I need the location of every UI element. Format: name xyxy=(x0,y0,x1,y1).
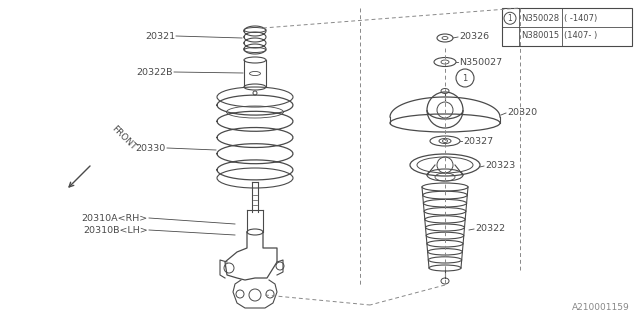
Text: 1: 1 xyxy=(508,14,513,23)
Text: 20327: 20327 xyxy=(463,137,493,146)
Text: 1: 1 xyxy=(462,74,468,83)
Text: A210001159: A210001159 xyxy=(572,303,630,312)
Text: 20330: 20330 xyxy=(136,143,166,153)
Text: N350028: N350028 xyxy=(521,14,559,23)
Text: N350027: N350027 xyxy=(459,58,502,67)
Text: 20326: 20326 xyxy=(459,31,489,41)
Text: 20320: 20320 xyxy=(507,108,537,116)
Bar xyxy=(502,8,632,46)
Text: 20322B: 20322B xyxy=(136,68,173,76)
Text: FRONT: FRONT xyxy=(110,124,138,152)
Text: 20323: 20323 xyxy=(485,161,515,170)
Text: 20322: 20322 xyxy=(475,223,505,233)
Text: 20321: 20321 xyxy=(145,31,175,41)
Text: N380015: N380015 xyxy=(521,31,559,40)
Text: ( -1407): ( -1407) xyxy=(564,14,597,23)
Text: (1407- ): (1407- ) xyxy=(564,31,597,40)
Text: 20310B<LH>: 20310B<LH> xyxy=(83,226,148,235)
Text: 20310A<RH>: 20310A<RH> xyxy=(82,213,148,222)
